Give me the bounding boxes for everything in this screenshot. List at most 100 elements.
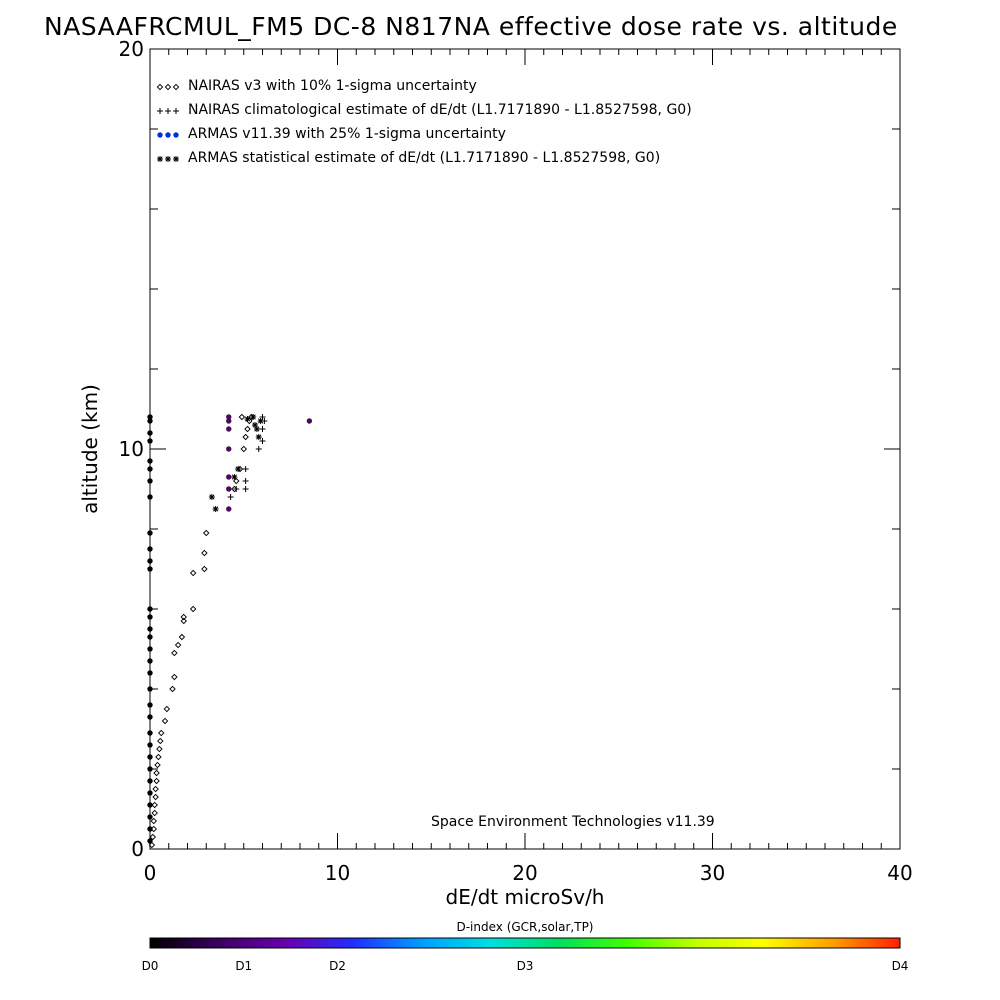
data-point bbox=[151, 801, 158, 809]
data-point bbox=[147, 838, 153, 844]
data-point bbox=[208, 494, 215, 500]
data-point bbox=[238, 413, 246, 421]
data-point bbox=[147, 702, 153, 708]
data-point bbox=[169, 685, 176, 693]
colorbar-label: D4 bbox=[892, 959, 909, 973]
colorbar-label: D1 bbox=[235, 959, 252, 973]
data-point bbox=[156, 745, 163, 753]
data-point bbox=[257, 418, 264, 424]
data-point bbox=[255, 434, 262, 440]
data-point bbox=[147, 614, 153, 620]
data-point bbox=[226, 506, 232, 512]
colorbar-label: D2 bbox=[329, 959, 346, 973]
x-tick-label: 10 bbox=[325, 861, 350, 885]
data-point bbox=[242, 466, 249, 472]
data-point bbox=[255, 446, 262, 452]
data-points bbox=[147, 413, 313, 849]
data-point bbox=[147, 458, 153, 464]
data-point bbox=[253, 426, 260, 432]
data-point bbox=[147, 658, 153, 664]
data-point bbox=[147, 714, 153, 720]
y-axis-label: altitude (km) bbox=[78, 384, 102, 514]
data-point bbox=[157, 737, 164, 745]
data-point bbox=[242, 486, 249, 492]
legend-marker bbox=[157, 156, 163, 162]
data-point bbox=[149, 833, 157, 841]
colorbar bbox=[149, 937, 901, 949]
y-tick-label: 10 bbox=[119, 437, 144, 461]
data-point bbox=[306, 418, 313, 424]
x-tick-label: 30 bbox=[700, 861, 725, 885]
data-point bbox=[226, 426, 232, 432]
data-point bbox=[147, 418, 153, 424]
data-point bbox=[171, 673, 178, 681]
data-point bbox=[147, 530, 153, 536]
x-tick-label: 40 bbox=[887, 861, 912, 885]
data-point bbox=[154, 761, 161, 769]
data-point bbox=[152, 793, 159, 801]
x-axis-tick-labels: 0 10 20 30 40 bbox=[144, 861, 913, 885]
colorbar-label: D3 bbox=[517, 959, 534, 973]
data-point bbox=[147, 634, 153, 640]
legend-marker bbox=[173, 108, 179, 114]
data-point bbox=[212, 506, 219, 512]
data-point bbox=[201, 565, 208, 573]
y-axis-tick-labels: 0 10 20 bbox=[119, 37, 144, 861]
data-point bbox=[147, 826, 153, 832]
data-point bbox=[147, 802, 153, 808]
data-point bbox=[244, 425, 251, 433]
data-point bbox=[147, 414, 153, 420]
data-point bbox=[171, 649, 178, 657]
data-point bbox=[147, 546, 153, 552]
data-point bbox=[226, 418, 232, 424]
data-point bbox=[147, 494, 153, 500]
data-point bbox=[189, 605, 197, 613]
data-point bbox=[147, 478, 153, 484]
data-point bbox=[150, 817, 157, 825]
x-tick-label: 20 bbox=[512, 861, 537, 885]
colorbar-title: D-index (GCR,solar,TP) bbox=[456, 920, 593, 934]
data-point bbox=[155, 753, 162, 761]
legend-marker bbox=[157, 132, 163, 138]
data-point bbox=[158, 729, 165, 737]
data-point bbox=[250, 414, 257, 420]
data-point bbox=[147, 646, 153, 652]
data-point bbox=[233, 486, 240, 492]
data-point bbox=[180, 613, 187, 621]
colorbar-label: D0 bbox=[142, 959, 159, 973]
data-point bbox=[147, 814, 153, 820]
credit-text: Space Environment Technologies v11.39 bbox=[431, 814, 715, 830]
data-point bbox=[147, 566, 153, 572]
data-point bbox=[147, 686, 153, 692]
x-axis-ticks bbox=[149, 49, 901, 849]
data-point bbox=[178, 633, 186, 641]
data-point bbox=[231, 474, 238, 480]
data-point bbox=[203, 529, 210, 537]
data-point bbox=[242, 478, 249, 484]
data-point bbox=[201, 549, 208, 557]
legend-marker bbox=[156, 83, 164, 91]
data-point bbox=[227, 494, 234, 500]
legend-marker bbox=[157, 108, 163, 114]
plot-frame bbox=[149, 48, 901, 850]
data-point bbox=[235, 466, 242, 472]
colorbar-labels: D0 D1 D2 D3 D4 bbox=[142, 959, 909, 973]
data-point bbox=[226, 446, 232, 452]
x-axis-label: dE/dt microSv/h bbox=[446, 885, 605, 909]
legend-entry-armas: ARMAS v11.39 with 25% 1-sigma uncertaint… bbox=[188, 126, 506, 142]
legend-marker bbox=[164, 83, 172, 91]
data-point bbox=[259, 438, 266, 444]
data-point bbox=[147, 730, 153, 736]
data-point bbox=[147, 670, 153, 676]
data-point bbox=[147, 626, 153, 632]
data-point bbox=[242, 433, 249, 441]
chart-title: NASAAFRCMUL_FM5 DC-8 N817NA effective do… bbox=[44, 12, 898, 41]
data-point bbox=[147, 790, 153, 796]
data-point bbox=[161, 717, 169, 725]
data-point bbox=[147, 606, 153, 612]
data-point bbox=[259, 426, 266, 432]
data-point bbox=[226, 474, 232, 480]
data-point bbox=[153, 769, 160, 777]
data-point bbox=[226, 414, 232, 420]
